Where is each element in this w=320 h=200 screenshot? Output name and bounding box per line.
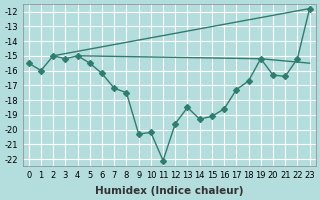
X-axis label: Humidex (Indice chaleur): Humidex (Indice chaleur) bbox=[95, 186, 244, 196]
